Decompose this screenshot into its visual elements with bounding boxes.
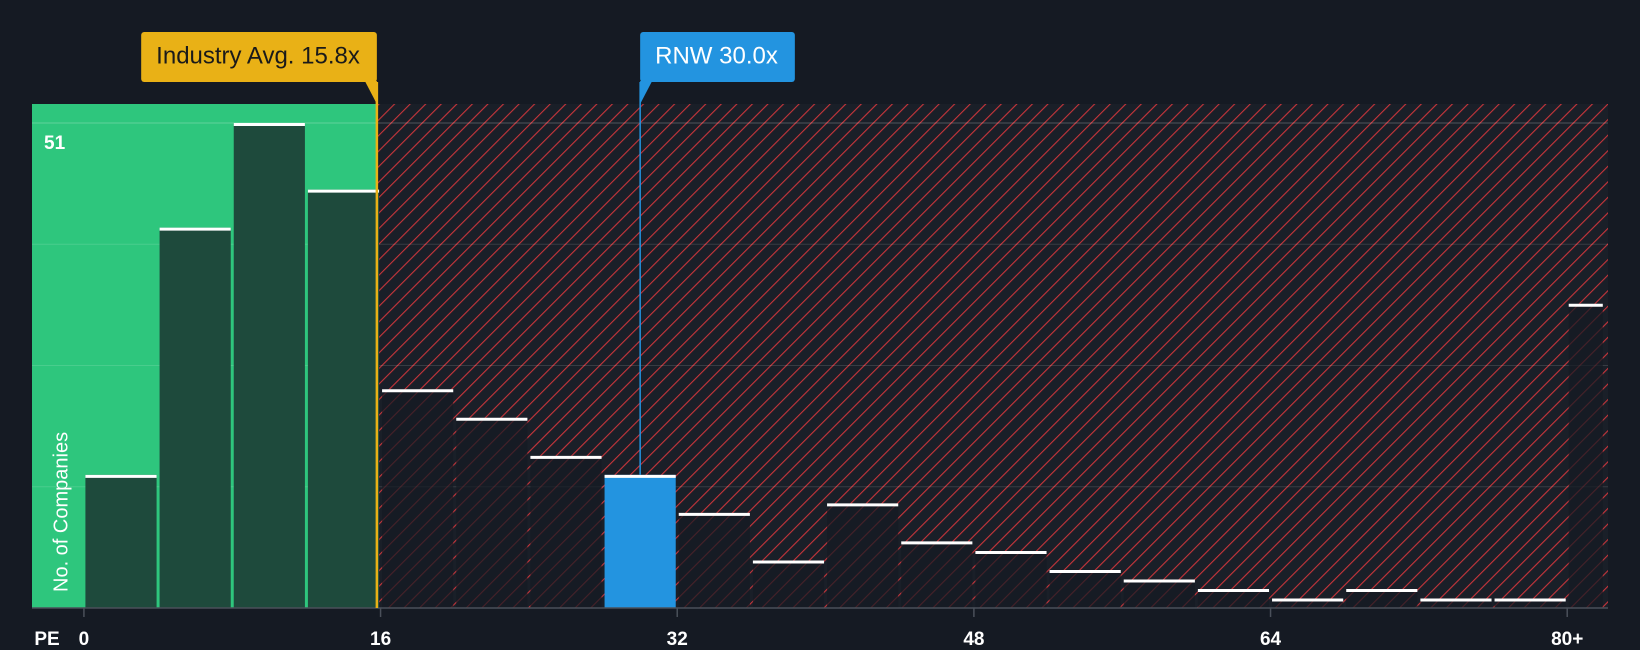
bar <box>678 512 750 608</box>
bar <box>159 227 231 609</box>
bar <box>1197 588 1270 608</box>
annotation-label: Industry Avg. 15.8x <box>156 42 360 69</box>
bar <box>307 189 380 608</box>
y-tick-label: 51 <box>44 133 66 154</box>
bar <box>382 389 454 608</box>
bar <box>604 474 676 608</box>
annotation-box <box>141 32 377 82</box>
bar <box>827 503 899 608</box>
bar <box>530 455 602 608</box>
bar <box>1346 588 1418 608</box>
bar <box>1123 579 1195 608</box>
bar <box>85 474 157 608</box>
x-axis-label: PE <box>34 629 59 650</box>
annotation-pointer <box>640 81 653 104</box>
bar <box>233 123 305 609</box>
x-tick-label: 32 <box>667 629 688 650</box>
bar <box>1420 598 1492 608</box>
x-tick-label: 64 <box>1260 629 1282 650</box>
bar <box>975 550 1047 608</box>
annotation-label: RNW 30.0x <box>655 42 778 69</box>
x-tick-label: 16 <box>370 629 391 650</box>
x-tick-label: 48 <box>963 629 984 650</box>
bar <box>1049 569 1121 608</box>
annotation-pointer <box>364 81 377 104</box>
bar <box>1272 598 1344 608</box>
y-axis-label: No. of Companies <box>50 432 72 592</box>
bar <box>1494 598 1566 608</box>
x-tick-label: 80+ <box>1551 629 1583 650</box>
annotation-box <box>640 32 795 82</box>
bar <box>456 417 528 608</box>
bar <box>752 560 825 608</box>
bar <box>1568 303 1603 608</box>
x-tick-label: 0 <box>79 629 90 650</box>
bar <box>901 541 973 608</box>
